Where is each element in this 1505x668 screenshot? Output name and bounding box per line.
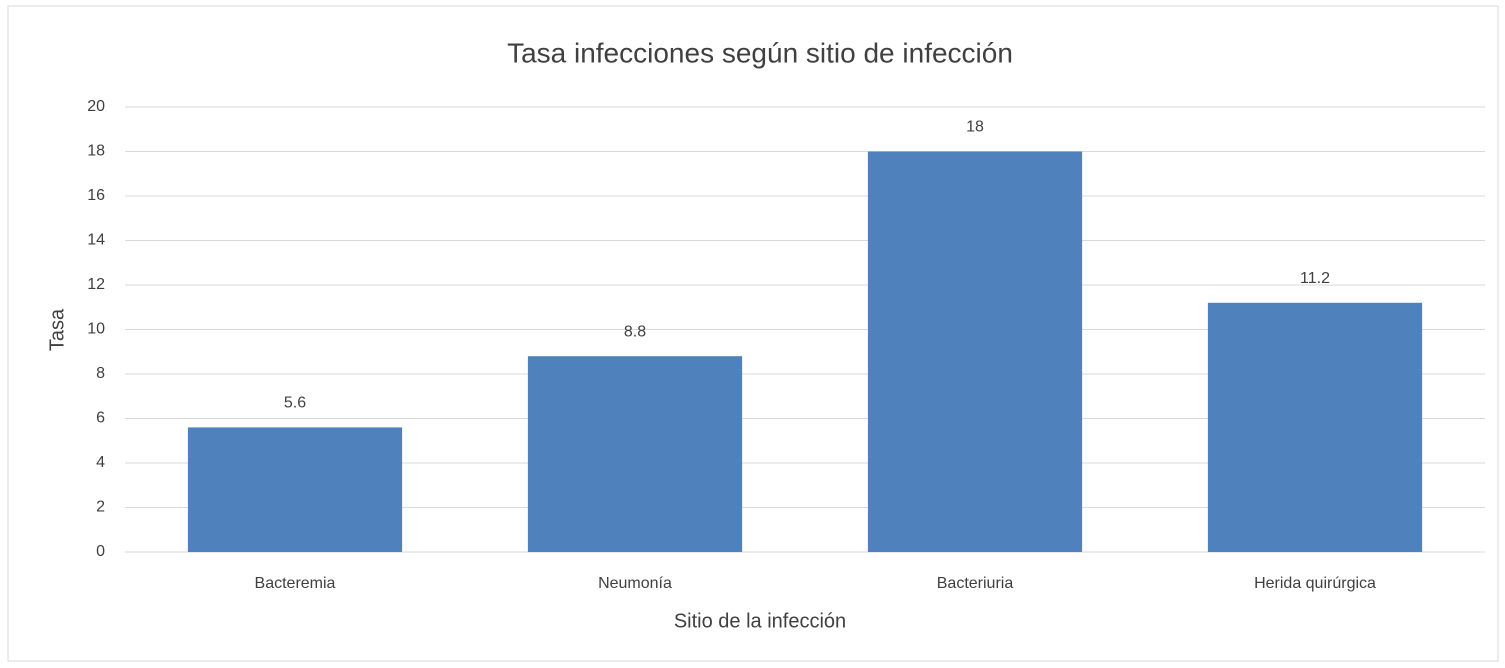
y-tick-label: 20 <box>87 98 105 115</box>
y-tick-label: 2 <box>96 499 105 516</box>
bar <box>187 427 403 552</box>
x-tick-label: Herida quirúrgica <box>1254 575 1376 592</box>
bar <box>867 151 1083 552</box>
bar <box>1207 302 1423 552</box>
chart-title: Tasa infecciones según sitio de infecció… <box>507 37 1013 68</box>
data-label: 8.8 <box>624 323 646 340</box>
data-label: 5.6 <box>284 395 306 412</box>
y-tick-label: 12 <box>87 276 105 293</box>
y-axis-label: Tasa <box>46 308 68 351</box>
y-tick-label: 16 <box>87 187 105 204</box>
x-tick-label: Bacteriuria <box>937 575 1014 592</box>
y-tick-label: 4 <box>96 454 105 471</box>
data-label: 11.2 <box>1300 270 1330 287</box>
y-tick-label: 18 <box>87 143 105 160</box>
x-axis-label: Sitio de la infección <box>674 610 846 632</box>
y-tick-label: 6 <box>96 410 105 427</box>
x-tick-label: Neumonía <box>598 575 672 592</box>
y-tick-label: 0 <box>96 543 105 560</box>
x-tick-label: Bacteremia <box>255 575 336 592</box>
y-tick-label: 10 <box>87 321 105 338</box>
bar <box>527 356 743 552</box>
y-tick-label: 14 <box>87 232 105 249</box>
data-label: 18 <box>966 119 984 136</box>
y-tick-label: 8 <box>96 365 105 382</box>
